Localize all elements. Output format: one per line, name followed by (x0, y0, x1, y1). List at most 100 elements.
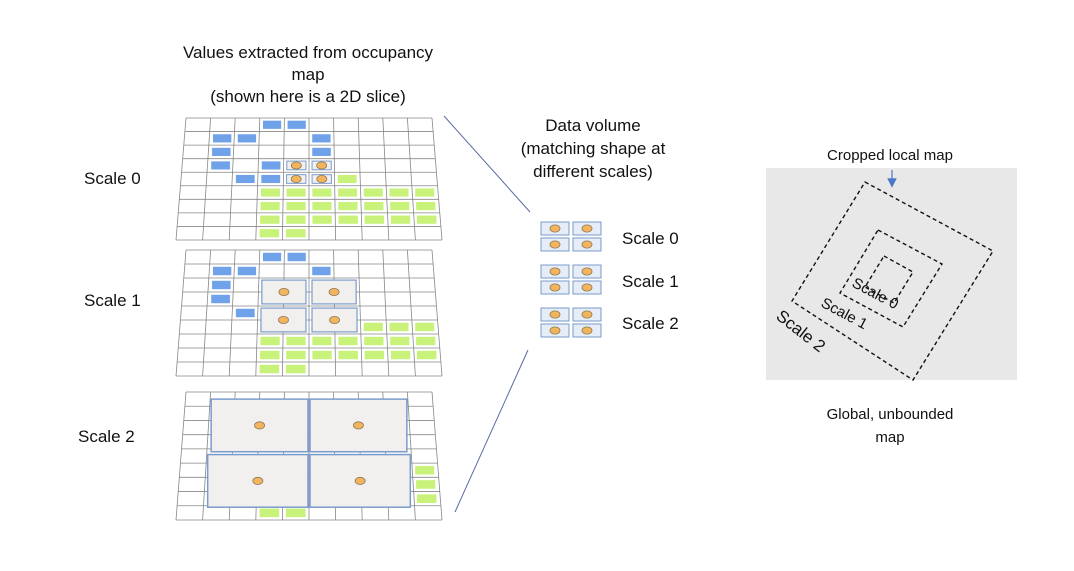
data-volume-line-2: (matching shape at (521, 139, 666, 158)
grid-line (228, 117, 236, 241)
volume-value-marker (581, 326, 593, 335)
cell-value-marker (316, 161, 328, 170)
occupied-cell (260, 174, 281, 184)
cell-value-marker (252, 476, 264, 485)
global-map-caption-line-2: map (875, 429, 904, 446)
free-cell (285, 336, 307, 346)
free-cell (311, 201, 333, 211)
data-volume-line-1: Data volume (545, 116, 640, 135)
grid-line (228, 249, 236, 377)
free-cell (260, 187, 281, 198)
scale-2-crop-square (791, 181, 994, 381)
free-cell (390, 350, 411, 360)
cell-value-marker (329, 315, 340, 324)
free-cell (414, 187, 435, 198)
grid-line (175, 117, 187, 241)
free-cell (311, 215, 333, 225)
occupied-cell (262, 120, 282, 130)
grid-line (431, 117, 443, 241)
volume-value-marker (581, 224, 593, 233)
volume-value-marker (549, 267, 561, 276)
grid-line (357, 249, 363, 377)
volume-value-marker (581, 310, 593, 319)
cell-value-marker (290, 174, 302, 183)
free-cell (415, 201, 436, 211)
occupied-cell (237, 133, 257, 143)
free-cell (363, 201, 384, 211)
volume-value-marker (549, 283, 561, 292)
cell-value-marker (290, 161, 302, 170)
occupied-cell (311, 147, 332, 157)
free-cell (389, 201, 410, 211)
occupied-cell (211, 280, 232, 290)
grid-scale-label-0: Scale 0 (84, 169, 141, 188)
occupied-cell (212, 266, 232, 276)
free-cell (363, 336, 384, 346)
occupied-cell (287, 252, 307, 262)
free-cell (415, 336, 436, 346)
cropped-local-map-label: Cropped local map (827, 147, 953, 164)
volume-scale-label-2: Scale 2 (622, 314, 679, 333)
connector-line-bottom (454, 349, 529, 513)
grid-line (202, 391, 211, 521)
free-cell (259, 336, 281, 346)
grid-line (202, 249, 211, 377)
volume-value-marker (549, 326, 561, 335)
occupied-cell (210, 294, 231, 304)
occupancy-grid-scale-0 (175, 117, 443, 241)
free-cell (259, 364, 280, 374)
grid-line (407, 391, 416, 521)
occupied-cell (287, 120, 307, 130)
grid-line (382, 117, 390, 241)
free-cell (285, 215, 307, 225)
free-cell (337, 201, 359, 211)
grid-line (357, 117, 363, 241)
volume-value-marker (581, 240, 593, 249)
scale-0-crop-square (864, 255, 914, 304)
grid-line (255, 117, 261, 241)
grid-line (407, 117, 416, 241)
occupied-cell (235, 308, 256, 318)
global-map-background (766, 168, 1017, 380)
grid-line (382, 249, 390, 377)
free-cell (414, 465, 435, 476)
data-volume-heading: Data volume (matching shape at different… (521, 116, 666, 181)
occupied-cell (261, 160, 281, 171)
cell-value-marker (328, 287, 340, 296)
volume-value-marker (581, 283, 593, 292)
free-cell (338, 350, 359, 360)
free-cell (337, 187, 358, 198)
slice-title: Values extracted from occupancy map (sho… (183, 43, 434, 106)
volume-value-marker (549, 240, 561, 249)
free-cell (363, 187, 384, 198)
free-cell (390, 215, 411, 225)
free-cell (364, 215, 385, 225)
free-cell (364, 350, 385, 360)
free-cell (338, 215, 359, 225)
free-cell (416, 215, 437, 225)
occupied-cell (210, 160, 231, 171)
occupied-cell (311, 133, 332, 143)
free-cell (388, 322, 410, 332)
occupied-cell (235, 174, 256, 184)
free-cell (259, 228, 280, 238)
volume-value-marker (549, 310, 561, 319)
free-cell (363, 322, 384, 332)
free-cell (311, 336, 333, 346)
free-cell (259, 350, 280, 360)
slice-title-line-3: (shown here is a 2D slice) (210, 87, 406, 106)
free-cell (286, 187, 307, 198)
grid-line (407, 249, 416, 377)
occupied-cell (237, 266, 257, 276)
cell-value-marker (278, 315, 289, 324)
cell-value-marker (354, 476, 366, 485)
grid-line (282, 117, 285, 241)
data-volume-line-3: different scales) (533, 162, 653, 181)
occupied-cell (262, 252, 282, 262)
global-map-caption-line-1: Global, unbounded (827, 406, 954, 423)
volume-value-marker (581, 267, 593, 276)
cell-value-marker (353, 421, 364, 430)
free-cell (285, 508, 307, 518)
